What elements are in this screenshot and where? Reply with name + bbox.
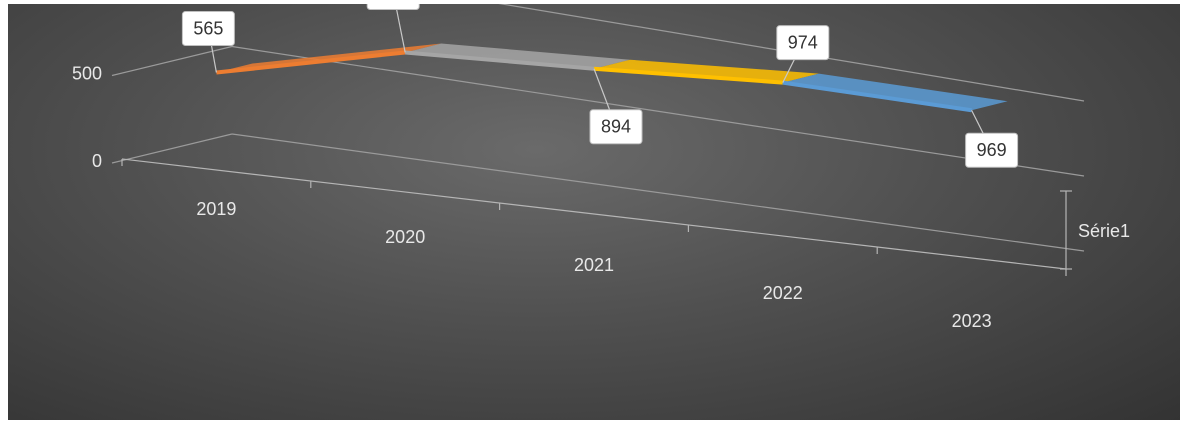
data-label-box (366, 4, 420, 10)
line-segment-edge (405, 50, 595, 71)
data-label: 969 (977, 140, 1007, 160)
line-segment-edge (593, 66, 783, 85)
data-label-box (965, 132, 1019, 168)
data-label-leader (394, 4, 406, 53)
x-tick-label: 2022 (763, 283, 803, 303)
line-segment-2022-2023 (782, 73, 1008, 111)
x-tick-label: 2019 (196, 199, 236, 219)
x-tick-label: 2023 (952, 311, 992, 331)
line-segment-edge (782, 80, 972, 113)
chart-svg: 05001000Série120192020202120222023 56583… (72, 4, 1130, 332)
gridlines (111, 4, 1085, 252)
axes: 05001000Série120192020202120222023 (72, 64, 1130, 332)
chart-area: 05001000Série120192020202120222023 56583… (8, 4, 1180, 420)
gridline-0 (231, 133, 1085, 252)
line-segment-2021-2022 (594, 59, 819, 83)
data-label: 894 (601, 117, 631, 137)
x-axis-line (121, 158, 1067, 270)
data-label: 565 (193, 19, 223, 39)
data-label-box (776, 25, 830, 61)
gridline-1000 (498, 4, 1085, 102)
x-tick-label: 2021 (574, 255, 614, 275)
line-segment-2020-2021 (405, 43, 630, 69)
data-label-box (181, 11, 235, 47)
data-label-box (589, 109, 643, 145)
y-tick-label: 500 (72, 64, 102, 84)
y-tick-label: 0 (92, 151, 102, 171)
line-segment-edge (216, 50, 406, 75)
gridline-500 (231, 45, 1085, 177)
data-labels: 565833894974969 (181, 4, 1019, 168)
gridline-side-0 (111, 133, 233, 164)
data-label: 974 (788, 33, 818, 53)
x-tick-label: 2020 (385, 227, 425, 247)
series-lines (216, 43, 1008, 113)
depth-axis-label: Série1 (1078, 221, 1130, 241)
